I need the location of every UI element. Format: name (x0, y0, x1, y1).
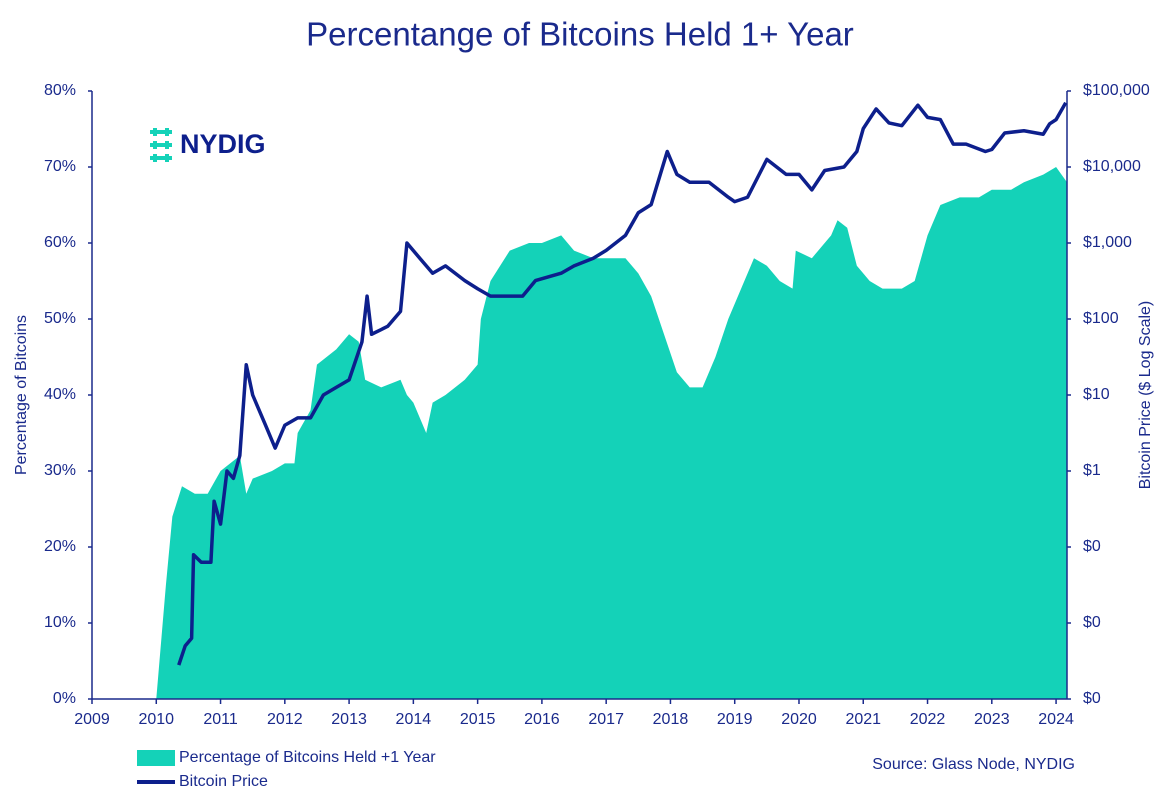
legend-label: Percentage of Bitcoins Held +1 Year (179, 749, 436, 766)
y2-tick-label: $10 (1083, 386, 1110, 403)
y-tick-label: 60% (44, 234, 76, 251)
x-tick-label: 2009 (74, 711, 110, 728)
y-tick-label: 80% (44, 82, 76, 99)
logo-text: NYDIG (180, 129, 266, 159)
x-tick-label: 2017 (588, 711, 624, 728)
y2-tick-label: $0 (1083, 538, 1101, 555)
chart-title: Percentange of Bitcoins Held 1+ Year (306, 16, 854, 53)
x-tick-label: 2010 (138, 711, 174, 728)
y-axis-label: Percentage of Bitcoins (13, 315, 30, 475)
y-tick-label: 50% (44, 310, 76, 327)
price-line (177, 101, 1068, 666)
x-tick-label: 2018 (653, 711, 689, 728)
x-tick-label: 2012 (267, 711, 303, 728)
y2-tick-label: $100,000 (1083, 82, 1150, 99)
y2-tick-label: $10,000 (1083, 158, 1141, 175)
y-tick-label: 10% (44, 614, 76, 631)
x-tick-label: 2019 (717, 711, 753, 728)
x-tick-label: 2014 (396, 711, 432, 728)
x-tick-label: 2022 (910, 711, 946, 728)
y2-tick-label: $1,000 (1083, 234, 1132, 251)
x-tick-label: 2016 (524, 711, 560, 728)
y-tick-label: 0% (53, 690, 76, 707)
y2-tick-label: $1 (1083, 462, 1101, 479)
x-tick-label: 2015 (460, 711, 496, 728)
y-tick-label: 20% (44, 538, 76, 555)
source: Source: Glass Node, NYDIG (872, 756, 1075, 773)
logo: NYDIG (150, 128, 266, 162)
logo-icon (150, 128, 172, 162)
x-tick-label: 2013 (331, 711, 367, 728)
x-tick-label: 2024 (1038, 711, 1074, 728)
y-tick-label: 40% (44, 386, 76, 403)
y-tick-label: 70% (44, 158, 76, 175)
y-tick-label: 30% (44, 462, 76, 479)
legend-label: Bitcoin Price (179, 773, 268, 790)
x-tick-label: 2021 (845, 711, 881, 728)
x-tick-label: 2020 (781, 711, 817, 728)
y2-tick-label: $0 (1083, 614, 1101, 631)
area (156, 167, 1067, 699)
legend-swatch (137, 750, 175, 766)
y2-axis-label: Bitcoin Price ($ Log Scale) (1137, 301, 1154, 490)
y2-tick-label: $0 (1083, 690, 1101, 707)
x-tick-label: 2023 (974, 711, 1010, 728)
x-tick-label: 2011 (203, 711, 238, 728)
y2-tick-label: $100 (1083, 310, 1119, 327)
